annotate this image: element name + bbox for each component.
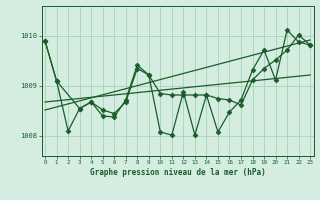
X-axis label: Graphe pression niveau de la mer (hPa): Graphe pression niveau de la mer (hPa) [90, 168, 266, 177]
